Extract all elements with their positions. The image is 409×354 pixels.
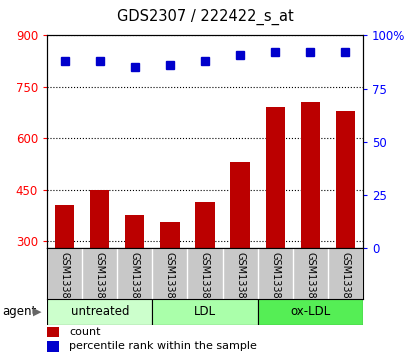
Text: GDS2307 / 222422_s_at: GDS2307 / 222422_s_at (116, 9, 293, 25)
Bar (265, 107, 284, 248)
Bar (47, 341, 58, 352)
Text: GSM133875: GSM133875 (200, 252, 209, 311)
Text: percentile rank within the sample: percentile rank within the sample (69, 341, 256, 351)
Text: ox-LDL: ox-LDL (290, 306, 330, 318)
Bar (47, 299, 152, 325)
Bar (47, 327, 58, 337)
Bar (195, 201, 214, 248)
Bar (125, 215, 144, 248)
Bar (230, 162, 249, 248)
Text: GSM133878: GSM133878 (304, 252, 315, 311)
Bar (335, 111, 354, 248)
Text: GSM133871: GSM133871 (60, 252, 70, 311)
Text: GSM133873: GSM133873 (130, 252, 139, 311)
Text: GSM133874: GSM133874 (164, 252, 175, 311)
Bar (300, 102, 319, 248)
Bar (257, 299, 362, 325)
Text: count: count (69, 327, 101, 337)
Text: GSM133877: GSM133877 (270, 252, 279, 311)
Text: LDL: LDL (193, 306, 216, 318)
Bar (160, 222, 179, 248)
Text: GSM133876: GSM133876 (234, 252, 245, 311)
Text: ▶: ▶ (33, 307, 41, 317)
Text: agent: agent (2, 306, 36, 318)
Bar (152, 299, 257, 325)
Bar (90, 190, 109, 248)
Text: GSM133872: GSM133872 (94, 252, 105, 311)
Bar (55, 205, 74, 248)
Text: GSM133879: GSM133879 (339, 252, 349, 311)
Text: untreated: untreated (70, 306, 129, 318)
